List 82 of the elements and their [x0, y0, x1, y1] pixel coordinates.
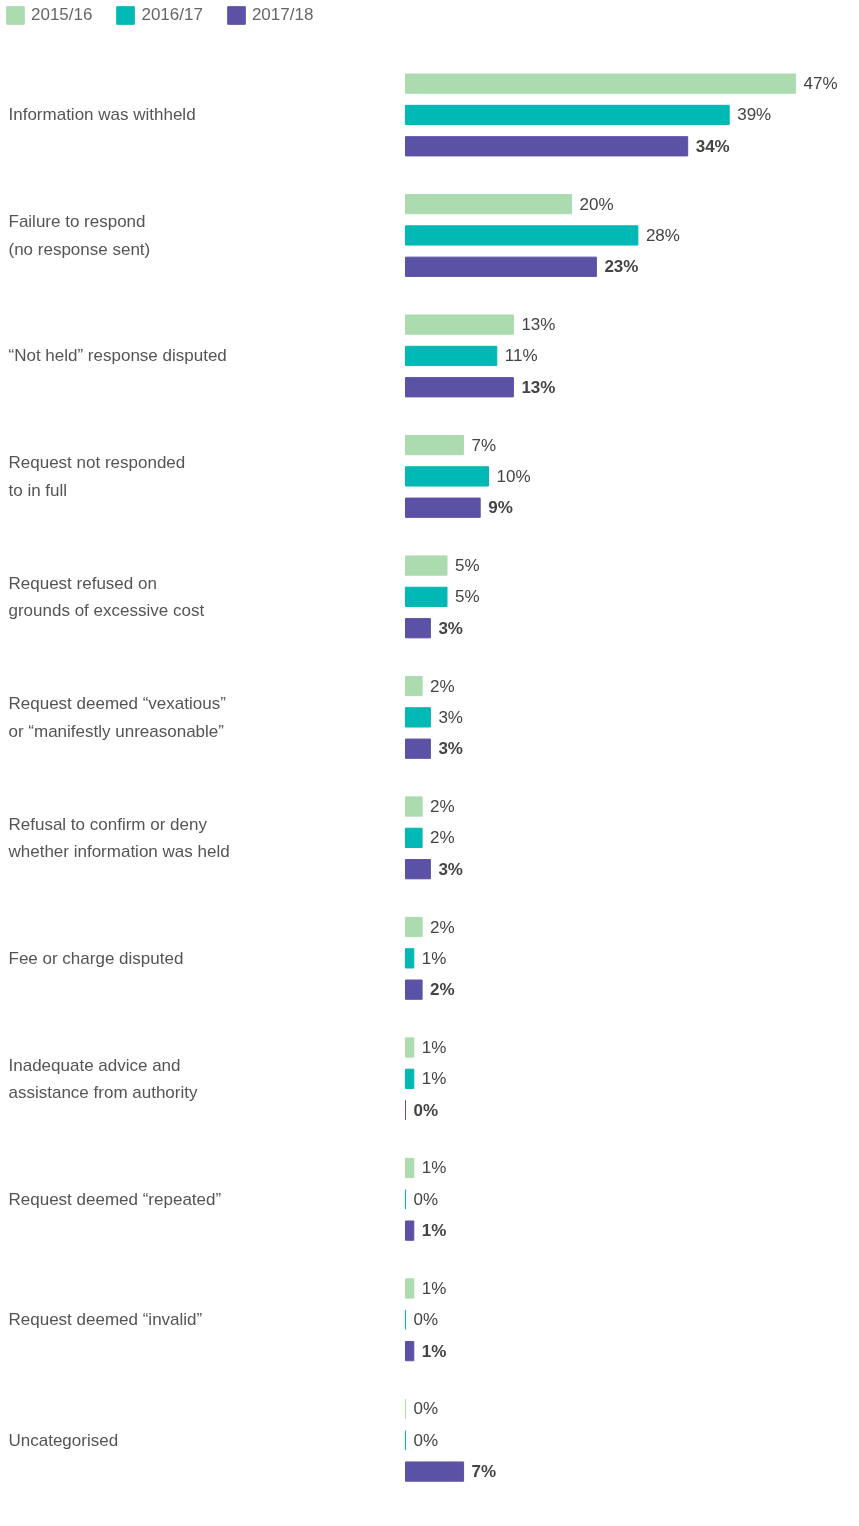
- data-label: 13%: [521, 377, 556, 397]
- data-label: 0%: [413, 1399, 439, 1419]
- data-label: 0%: [413, 1100, 439, 1120]
- data-label: 3%: [438, 739, 463, 759]
- y-tick-label: Inadequate advice and assistance from authority: [8, 1055, 198, 1103]
- y-tick-label: Refusal to confirm or deny whether information was held: [7, 814, 230, 862]
- data-label: 13%: [521, 315, 556, 335]
- legend-label: 2017/18: [251, 5, 314, 25]
- bar: [405, 1340, 415, 1362]
- y-tick-label: Fee or charge disputed: [8, 948, 184, 968]
- data-label: 1%: [421, 1341, 447, 1361]
- data-label: 20%: [579, 194, 614, 214]
- y-tick-label: Failure to respond (no response sent): [8, 212, 151, 259]
- data-label: 7%: [471, 435, 497, 455]
- data-label: 3%: [438, 618, 463, 638]
- y-tick-label: Request deemed “repeated”: [8, 1189, 222, 1209]
- data-label: 47%: [803, 74, 838, 94]
- data-label: 2%: [430, 828, 455, 848]
- bar: [405, 675, 423, 697]
- bar: [405, 256, 597, 277]
- data-label: 7%: [471, 1462, 497, 1482]
- y-tick-label: Uncategorised: [8, 1430, 119, 1450]
- data-label: 34%: [695, 136, 730, 156]
- bar: [405, 314, 514, 335]
- data-label: 5%: [455, 556, 480, 576]
- bar: [405, 1278, 415, 1299]
- bar: [405, 1068, 415, 1089]
- data-label: 1%: [421, 1069, 447, 1089]
- data-label: 3%: [438, 859, 463, 879]
- data-label: 1%: [421, 948, 447, 968]
- legend-label: 2016/17: [141, 5, 203, 25]
- bar: [405, 916, 423, 938]
- data-label: 11%: [504, 346, 538, 366]
- bar: [405, 707, 431, 728]
- bar: [405, 827, 423, 848]
- bar: [405, 738, 431, 759]
- bar: [405, 979, 423, 1000]
- bar: [405, 104, 730, 126]
- data-label: 3%: [438, 707, 463, 727]
- bar: [405, 225, 639, 246]
- y-tick-label: Information was withheld: [8, 105, 196, 125]
- data-label: 28%: [645, 225, 680, 245]
- data-label: 9%: [488, 498, 513, 518]
- data-label: 0%: [413, 1189, 439, 1209]
- data-label: 23%: [604, 257, 639, 277]
- y-tick-label: “Not held” response disputed: [8, 346, 227, 366]
- data-label: 0%: [413, 1430, 439, 1450]
- y-tick-label: Request refused on grounds of excessive cost: [8, 573, 205, 621]
- bar: [405, 193, 572, 215]
- bar: [405, 618, 431, 639]
- data-label: 1%: [421, 1158, 447, 1178]
- bar: [405, 1037, 415, 1058]
- data-label: 1%: [421, 1037, 447, 1057]
- legend-label: 2015/16: [31, 5, 93, 25]
- data-label: 39%: [737, 105, 772, 125]
- bar: [405, 434, 465, 456]
- bar: [405, 73, 797, 94]
- bar: [405, 136, 689, 157]
- bar: [405, 377, 514, 398]
- data-label: 1%: [421, 1221, 447, 1241]
- bar: [405, 586, 448, 608]
- data-label: 2%: [430, 980, 455, 1000]
- bar: [405, 555, 448, 576]
- y-tick-label: Request deemed “vexatious” or “manifestly unreasonable”: [8, 694, 227, 741]
- bar: [405, 859, 431, 880]
- bar: [405, 1461, 465, 1482]
- data-label: 2%: [430, 797, 455, 817]
- bar: [405, 345, 498, 367]
- bar: [405, 948, 415, 969]
- data-label: 0%: [413, 1310, 439, 1330]
- bar: [405, 1220, 415, 1241]
- data-label: 1%: [421, 1278, 447, 1298]
- data-label: 5%: [455, 587, 480, 607]
- data-label: 2%: [430, 676, 455, 696]
- bar: [405, 1157, 415, 1179]
- bar: [405, 796, 423, 817]
- data-label: 2%: [430, 917, 455, 937]
- bar: [405, 497, 481, 518]
- data-label: 10%: [496, 466, 531, 486]
- bar: [405, 466, 489, 487]
- y-tick-label: Request not responded to in full: [8, 453, 186, 500]
- y-tick-label: Request deemed “invalid”: [8, 1310, 203, 1330]
